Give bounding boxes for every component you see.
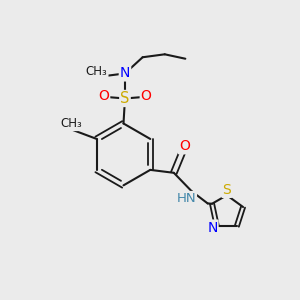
Text: CH₃: CH₃ [86,65,108,79]
Text: O: O [98,89,109,103]
Text: O: O [179,139,190,153]
Text: CH₃: CH₃ [61,117,82,130]
Text: O: O [141,89,152,103]
Text: S: S [120,91,130,106]
Text: N: N [120,66,130,80]
Text: HN: HN [176,192,196,205]
Text: N: N [207,220,218,235]
Text: S: S [223,183,231,197]
